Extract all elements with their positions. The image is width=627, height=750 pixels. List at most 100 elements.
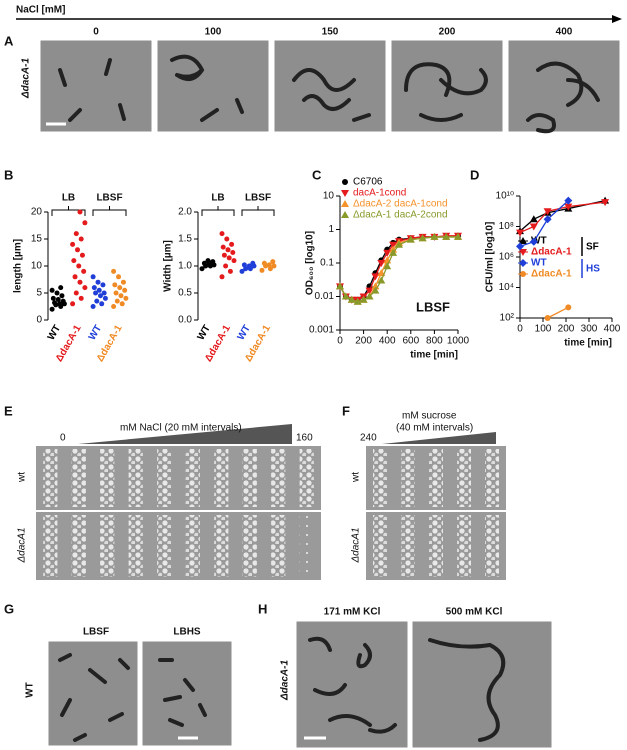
column-label: 500 mM KCl <box>446 607 503 618</box>
colony-lane <box>401 515 415 577</box>
point <box>219 231 225 237</box>
colony-lane <box>214 449 229 507</box>
y-tick-label: 0.5 <box>178 288 192 299</box>
colony-lane <box>157 515 172 577</box>
point <box>73 290 79 296</box>
marker <box>406 235 415 243</box>
point <box>114 298 120 304</box>
colony-lane <box>71 449 86 507</box>
x-tick-label: 200 <box>558 324 575 335</box>
y-tick-label: 10⁴ <box>499 282 514 293</box>
marker <box>359 295 368 303</box>
marker <box>418 234 427 242</box>
point <box>78 236 84 242</box>
marker <box>341 211 349 218</box>
marker <box>529 223 538 231</box>
point <box>91 285 97 291</box>
point <box>246 263 252 269</box>
point <box>70 241 76 247</box>
marker <box>601 199 610 207</box>
point <box>250 260 256 266</box>
colony-lane <box>100 449 115 507</box>
y-tick-label: 5 <box>36 288 42 299</box>
legend-label: WT <box>531 236 547 247</box>
x-axis-label: time [min] <box>410 350 458 361</box>
colony-lane <box>429 515 443 577</box>
micrographs <box>47 620 553 749</box>
colony-lane <box>71 515 86 577</box>
point <box>75 247 81 253</box>
marker <box>442 232 451 240</box>
point <box>122 287 128 293</box>
start-label: 0 <box>60 433 66 444</box>
group-bracket <box>51 206 86 216</box>
legend-label: ΔdacA-1 <box>531 269 572 280</box>
y-axis-label: Width [µm] <box>163 240 174 292</box>
y-tick-label: 10⁸ <box>499 221 514 232</box>
marker <box>564 203 573 211</box>
marker <box>544 315 551 321</box>
plates <box>36 446 506 580</box>
point <box>229 241 235 247</box>
wedge <box>382 432 496 444</box>
x-tick-label: WT <box>196 323 213 342</box>
point <box>118 293 124 299</box>
point <box>90 304 96 309</box>
marker <box>395 240 403 248</box>
colony-lane <box>100 515 115 577</box>
point <box>71 258 77 264</box>
colony-lane <box>271 515 286 577</box>
point <box>227 268 233 274</box>
marker <box>365 292 374 300</box>
colony-lane <box>299 515 314 577</box>
end-label: 160 <box>296 433 313 444</box>
point <box>95 279 101 285</box>
marker <box>519 259 527 267</box>
point <box>59 293 65 299</box>
point <box>210 259 216 265</box>
point <box>96 287 102 293</box>
y-axis-label: CFU/ml [log10] <box>485 222 496 293</box>
x-tick-label: 0 <box>337 336 343 347</box>
legend-label: WT <box>531 258 547 269</box>
marker <box>430 232 439 240</box>
marker <box>371 286 380 294</box>
marker <box>454 232 462 240</box>
legend-label: C6706 <box>353 177 383 188</box>
point <box>243 266 249 272</box>
micrograph <box>39 39 153 133</box>
point <box>219 274 225 280</box>
marker <box>529 215 538 223</box>
point <box>205 258 211 264</box>
point <box>221 252 227 258</box>
marker <box>519 237 527 244</box>
point <box>99 301 105 307</box>
start-label: 240 <box>360 433 377 444</box>
y-tick-label: 0.001 <box>309 325 334 336</box>
point <box>79 252 85 258</box>
point <box>77 209 83 215</box>
group-bracket <box>201 206 235 216</box>
cells <box>158 658 207 727</box>
point <box>49 306 55 312</box>
point <box>76 263 82 269</box>
colony-lane <box>43 515 58 577</box>
colony-lane <box>457 515 471 577</box>
x-tick-label: 400 <box>604 324 621 335</box>
column-label: 0 <box>93 27 99 38</box>
point <box>267 266 273 272</box>
point <box>111 268 117 274</box>
x-tick-label: WT <box>87 323 104 342</box>
colony-lane <box>128 515 143 577</box>
colony-lane <box>271 449 286 507</box>
y-tick-label: 10² <box>500 313 515 324</box>
point <box>270 259 276 265</box>
row-label: ΔdacA-1 <box>280 660 291 701</box>
colony-lane <box>429 449 443 507</box>
point <box>261 260 267 266</box>
point <box>241 262 247 268</box>
micrograph <box>141 640 233 747</box>
marker <box>543 215 552 224</box>
x-tick-label: WT <box>236 323 253 342</box>
point <box>81 268 87 274</box>
